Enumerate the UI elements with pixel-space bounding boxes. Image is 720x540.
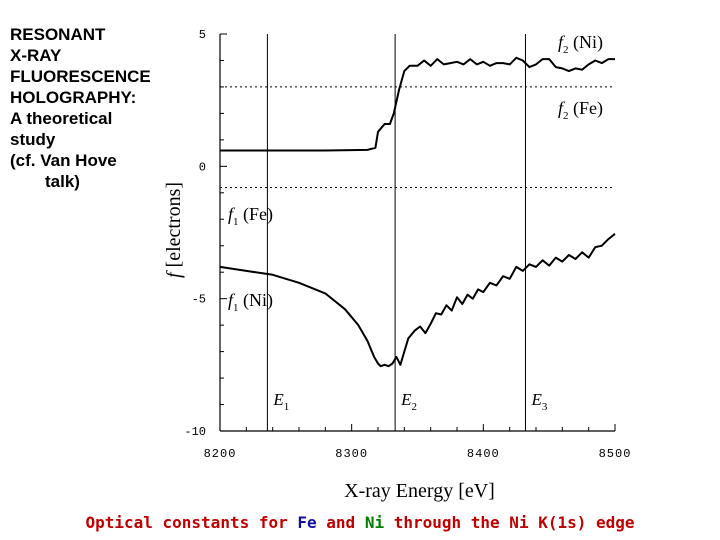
y-tick-label: 5 — [199, 28, 206, 42]
title-line: A theoretical — [10, 109, 113, 128]
slide-title: RESONANT X-RAY FLUORESCENCE HOLOGRAPHY: … — [10, 24, 185, 192]
series-label: f1 (Fe) — [228, 204, 273, 228]
edge-label: E1 — [272, 390, 289, 413]
edge-label: E3 — [530, 390, 547, 413]
title-line: HOLOGRAPHY: — [10, 88, 137, 107]
y-tick-label: -10 — [184, 425, 206, 439]
caption-text: through the Ni K(1s) edge — [384, 513, 635, 532]
y-tick-label: -5 — [192, 293, 206, 307]
chart-labels: -10 -5 0 5 8200 8300 8400 8500 X-ray Energy [eV]… — [163, 28, 632, 502]
y-axis-label-text: [electrons] — [163, 182, 185, 268]
chart: -10 -5 0 5 8200 8300 8400 8500 X-ray Energy [eV]… — [163, 28, 632, 502]
title-line: study — [10, 130, 56, 149]
chart-axes — [219, 33, 616, 432]
series-label: f1 (Ni) — [228, 290, 273, 314]
title-line: RESONANT — [10, 25, 106, 44]
x-axis-label-text: X-ray Energy [e — [344, 480, 474, 502]
x-tick-label: 8400 — [467, 447, 500, 461]
caption-text: and — [316, 513, 365, 532]
series-label: f2 (Ni) — [558, 32, 603, 56]
series-label: f2 (Fe) — [558, 98, 603, 122]
edge-markers — [266, 34, 526, 431]
caption-text: Optical constants for — [85, 513, 298, 532]
caption-fe: Fe — [297, 513, 317, 532]
chart-series — [219, 56, 616, 368]
series-line — [220, 56, 615, 152]
y-tick-label: 0 — [199, 160, 206, 174]
series-line — [219, 233, 616, 368]
x-tick-label: 8500 — [599, 447, 632, 461]
figure-caption: Optical constants for Fe and Ni through … — [0, 513, 720, 532]
y-axis-label: f [electrons] — [163, 182, 185, 278]
x-axis-label: X-ray Energy [eV] — [344, 480, 495, 502]
x-axis-label-unit: V] — [474, 480, 495, 502]
edge-label: E2 — [400, 390, 417, 413]
title-line: (cf. Van Hove — [10, 151, 117, 170]
title-line: talk) — [45, 172, 80, 191]
y-axis-symbol: f — [163, 267, 185, 278]
x-tick-label: 8200 — [204, 447, 237, 461]
title-line: FLUORESCENCE — [10, 67, 151, 86]
title-line: X-RAY — [10, 46, 62, 65]
caption-ni: Ni — [364, 513, 385, 532]
x-tick-label: 8300 — [335, 447, 368, 461]
